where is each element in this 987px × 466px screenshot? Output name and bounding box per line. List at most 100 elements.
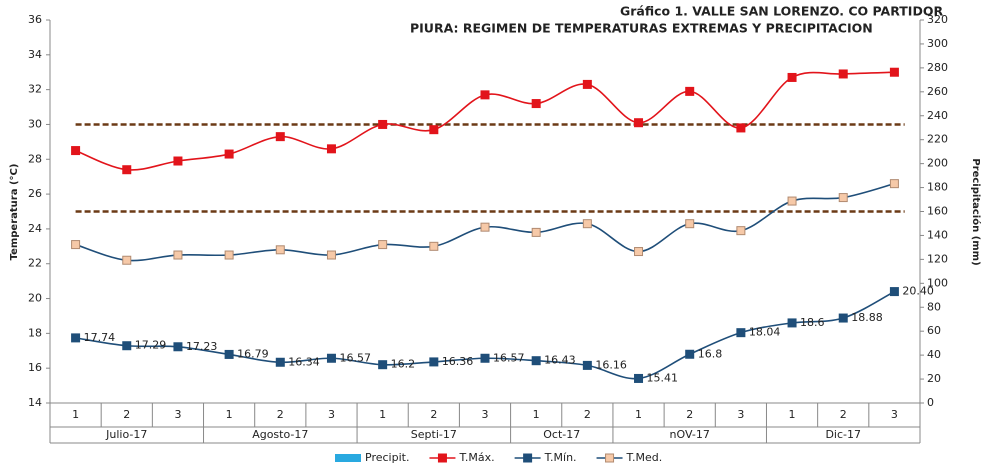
marker [531,99,541,109]
x-tick-label: 3 [891,408,898,421]
data-label: 16.16 [595,358,627,371]
data-label: 16.34 [288,355,320,368]
marker [224,349,234,359]
chart-title: Gráfico 1. VALLE SAN LORENZO. CO PARTIDO… [620,4,943,19]
marker [838,69,848,79]
chart-subtitle: PIURA: REGIMEN DE TEMPERATURAS EXTREMAS … [410,21,873,36]
y-tick-label: 30 [28,117,42,130]
x-group-label: Agosto-17 [252,428,308,441]
y-tick-label: 24 [28,222,42,235]
marker [531,356,541,366]
y-tick-label: 32 [28,83,42,96]
y2-tick-label: 240 [927,109,948,122]
marker [326,250,336,260]
data-label: 18.6 [800,316,825,329]
y2-tick-label: 60 [927,324,941,337]
data-label: 16.57 [493,351,525,364]
marker [685,219,695,229]
marker [275,357,285,367]
data-label: 17.74 [84,331,116,344]
y2-axis-label: Precipitación (mm) [970,158,982,265]
marker [889,287,899,297]
x-tick-label: 2 [123,408,130,421]
marker [378,360,388,370]
x-group-label: Dic-17 [825,428,861,441]
y2-tick-label: 140 [927,228,948,241]
marker [736,123,746,133]
data-label: 16.79 [237,347,269,360]
x-tick-label: 1 [72,408,79,421]
y2-tick-label: 320 [927,13,948,26]
y2-tick-label: 260 [927,85,948,98]
marker [480,222,490,232]
y2-tick-label: 20 [927,372,941,385]
data-label: 16.2 [391,358,416,371]
y2-tick-label: 200 [927,157,948,170]
data-label: 16.36 [442,355,474,368]
marker [429,125,439,135]
y-tick-label: 26 [28,187,42,200]
y-tick-label: 14 [28,396,42,409]
marker [224,149,234,159]
legend-marker [437,453,447,463]
marker [378,240,388,250]
marker [531,227,541,237]
data-label: 17.23 [186,340,218,353]
y-tick-label: 18 [28,326,42,339]
x-tick-label: 3 [328,408,335,421]
legend-label: Precipit. [365,451,409,464]
y2-tick-label: 100 [927,276,948,289]
legend-marker [605,453,615,463]
marker [173,250,183,260]
marker [71,240,81,250]
y-axis-label: Temperatura (°C) [9,164,20,261]
marker [634,247,644,257]
y2-tick-label: 300 [927,37,948,50]
x-tick-label: 3 [174,408,181,421]
x-tick-label: 1 [789,408,796,421]
marker [378,119,388,129]
y2-tick-label: 80 [927,300,941,313]
x-tick-label: 2 [430,408,437,421]
legend-label: T.Máx. [458,451,494,464]
x-tick-label: 1 [635,408,642,421]
marker [889,67,899,77]
marker [685,86,695,96]
marker [634,118,644,128]
legend-label: T.Mín. [544,451,577,464]
marker [71,333,81,343]
marker [429,241,439,251]
y-tick-label: 36 [28,13,42,26]
y2-tick-label: 40 [927,348,941,361]
data-label: 18.88 [851,311,883,324]
legend-swatch [335,454,361,462]
legend-marker [523,453,533,463]
marker [122,165,132,175]
marker [582,79,592,89]
y-tick-label: 22 [28,257,42,270]
y-tick-label: 16 [28,361,42,374]
marker [736,328,746,338]
x-tick-label: 2 [277,408,284,421]
data-label: 20.40 [902,285,934,298]
marker [480,90,490,100]
data-label: 15.41 [647,371,679,384]
marker [685,349,695,359]
marker [326,353,336,363]
marker [71,146,81,156]
marker [838,193,848,203]
y2-tick-label: 160 [927,205,948,218]
marker [889,179,899,189]
y-tick-label: 34 [28,48,42,61]
marker [275,245,285,255]
y2-tick-label: 120 [927,252,948,265]
marker [787,72,797,82]
x-group-label: Oct-17 [543,428,580,441]
y-tick-label: 28 [28,152,42,165]
marker [634,373,644,383]
marker [173,156,183,166]
marker [787,196,797,206]
marker [838,313,848,323]
